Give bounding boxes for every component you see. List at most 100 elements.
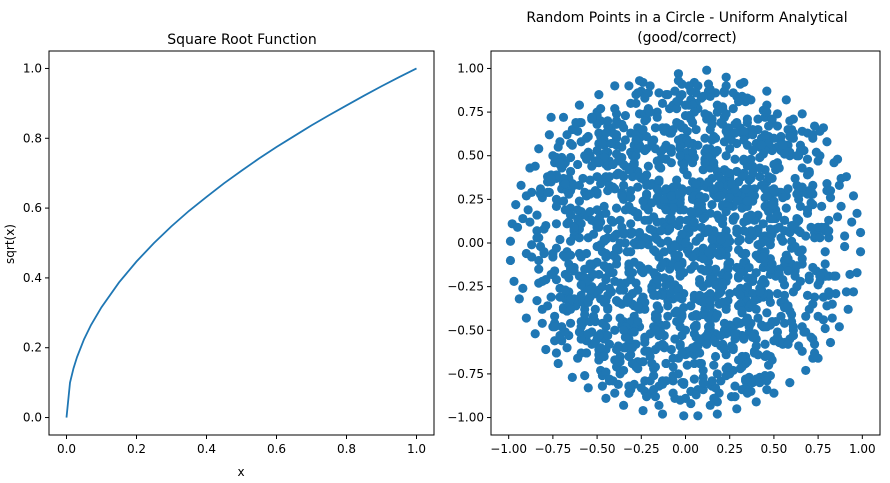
y-tick-label: 0.75 [457,105,484,119]
scatter-point [721,72,731,82]
chart-title-line: Random Points in a Circle - Uniform Anal… [526,10,847,26]
scatter-point [792,217,802,227]
scatter-point [705,84,715,94]
y-tick-label: 0.6 [23,201,42,215]
x-axis-label: x [237,465,244,479]
scatter-point [767,213,777,224]
scatter-point [661,320,671,330]
scatter-point [516,180,526,190]
scatter-point [769,336,779,346]
scatter-point [742,93,752,103]
scatter-point [755,378,765,388]
scatter-point [802,290,813,300]
scatter-point [801,231,811,241]
y-tick-label: 0.50 [457,149,484,163]
scatter-point [652,275,662,285]
scatter-point [802,205,813,215]
scatter-point [783,124,793,135]
scatter-point [765,240,775,250]
scatter-point [695,233,705,243]
x-tick-label: 0.0 [57,442,76,456]
scatter-point [744,262,754,273]
scatter-point [749,191,760,201]
scatter-point [604,283,615,293]
scatter-point [710,351,721,362]
scatter-point [599,351,609,362]
scatter-point [730,128,740,138]
scatter-point [597,282,608,292]
scatter-point [774,222,784,232]
scatter-point [765,224,775,234]
scatter-point [762,100,772,110]
scatter-point [762,350,772,360]
scatter-point [583,329,593,339]
scatter-point [550,336,560,346]
scatter-point [845,269,855,280]
scatter-point [652,112,662,122]
scatter-point [788,287,798,297]
scatter-point [700,109,710,119]
scatter-point [725,193,735,203]
scatter-point [790,241,800,252]
scatter-point [721,206,731,217]
scatter-point [638,124,648,135]
scatter-point [686,206,696,217]
scatter-point [758,252,768,262]
scatter-point [783,301,793,311]
scatter-point [776,131,786,142]
scatter-point [767,145,777,156]
scatter-point [698,165,708,175]
scatter-point [689,107,699,117]
scatter-point [631,90,641,100]
scatter-point [809,339,820,349]
scatter-point [624,381,634,391]
scatter-point [672,117,682,128]
scatter-point [675,215,685,225]
scatter-point [746,226,756,236]
scatter-point [576,219,586,229]
scatter-point [783,266,793,276]
scatter-point [542,301,553,311]
scatter-point [654,175,664,185]
scatter-point [565,236,576,246]
scatter-point [551,194,562,204]
scatter-point [666,213,676,224]
scatter-point [576,280,586,290]
scatter-point [702,65,712,75]
scatter-point [580,371,590,381]
scatter-point [657,123,668,133]
scatter-point [610,231,620,241]
scatter-point [631,362,641,372]
scatter-point [691,124,701,135]
scatter-point [525,217,535,227]
scatter-point [730,381,740,391]
scatter-point [815,271,825,281]
scatter-point [822,137,832,147]
scatter-point [610,81,620,91]
scatter-point [656,163,666,173]
scatter-point [560,205,570,215]
scatter-point [597,138,608,149]
scatter-point [741,316,751,327]
scatter-point [723,130,733,140]
scatter-point [626,219,636,229]
scatter-point [587,161,597,171]
scatter-point [799,145,809,156]
scatter-point [783,184,793,194]
scatter-point [638,266,648,276]
scatter-point [739,126,749,136]
scatter-point [546,112,556,122]
scatter-point [654,341,664,351]
scatter-point [840,231,850,241]
scatter-point [695,348,705,358]
scatter-point [751,341,761,351]
scatter-point [645,329,655,339]
x-tick-label: 1.0 [407,442,426,456]
scatter-point [578,173,588,184]
scatter-point [551,219,562,229]
scatter-point [654,88,664,98]
scatter-point [824,226,834,236]
scatter-point [574,196,585,206]
scatter-point [668,203,678,213]
scatter-point [652,311,662,321]
